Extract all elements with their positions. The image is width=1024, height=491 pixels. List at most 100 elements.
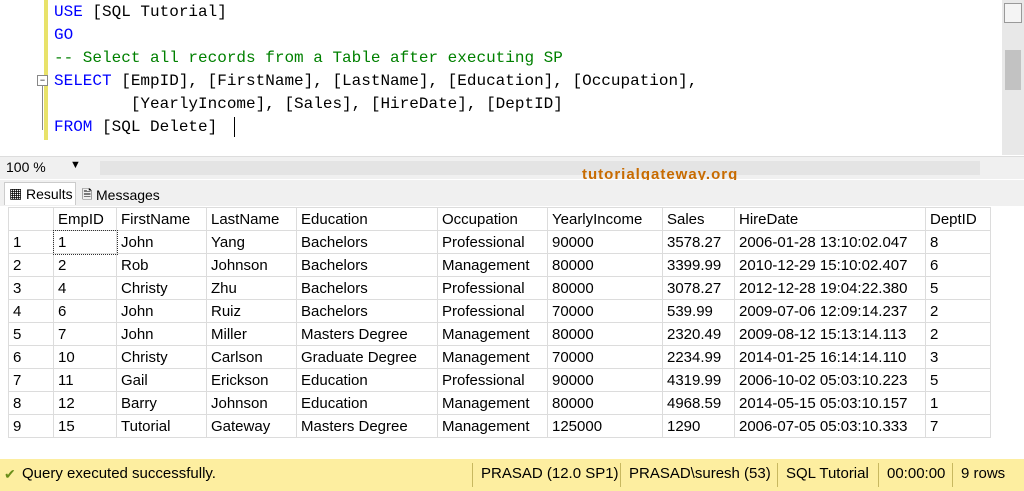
cell: 4319.99 xyxy=(662,368,735,392)
cell: 2010-12-29 15:10:02.407 xyxy=(734,253,926,277)
code-line: USE [SQL Tutorial] xyxy=(54,1,227,24)
data-row[interactable]: 2 2 Rob Johnson Bachelors Management 80000 3399… xyxy=(8,253,991,277)
cell: 1 xyxy=(52,229,118,255)
row-number: 8 xyxy=(8,391,54,415)
status-item: SQL Tutorial xyxy=(786,465,869,482)
code-line: [YearlyIncome], [Sales], [HireDate], [De… xyxy=(54,93,563,116)
scroll-thumb[interactable] xyxy=(1005,50,1021,90)
cell: Zhu xyxy=(206,276,297,300)
status-divider xyxy=(952,463,953,487)
cell: 3 xyxy=(925,345,991,369)
query-editor[interactable]: − USE [SQL Tutorial] GO -- Select all reco… xyxy=(0,0,1024,155)
data-row[interactable]: 1 1 John Yang Bachelors Professional 90000 3578… xyxy=(8,229,991,255)
cell: 2 xyxy=(53,253,117,277)
row-number: 4 xyxy=(8,299,54,323)
corner-cell xyxy=(8,207,54,231)
cell: 2012-12-28 19:04:22.380 xyxy=(734,276,926,300)
cell: 12 xyxy=(53,391,117,415)
cell: Gail xyxy=(116,368,207,392)
status-message: Query executed successfully. xyxy=(22,465,216,482)
code-token: [SQL Delete] xyxy=(92,118,218,136)
cell: 7 xyxy=(925,414,991,438)
cell: 10 xyxy=(53,345,117,369)
cell: 15 xyxy=(53,414,117,438)
cell: 2014-05-15 05:03:10.157 xyxy=(734,391,926,415)
code-token: USE xyxy=(54,3,83,21)
tab[interactable]: ▦ Results xyxy=(4,182,76,205)
cell: John xyxy=(116,299,207,323)
code-token: [SQL Tutorial] xyxy=(82,3,227,21)
data-row[interactable]: 5 7 John Miller Masters Degree Management 8000… xyxy=(8,322,991,346)
column-header: EmpID xyxy=(53,207,117,231)
data-row[interactable]: 4 6 John Ruiz Bachelors Professional 70000 539.… xyxy=(8,299,991,323)
split-button[interactable] xyxy=(1004,3,1022,23)
data-row[interactable]: 7 11 Gail Erickson Education Professional 9000… xyxy=(8,368,991,392)
cell: Management xyxy=(437,391,548,415)
cell: 2009-08-12 15:13:14.113 xyxy=(734,322,926,346)
cell: 3399.99 xyxy=(662,253,735,277)
caret xyxy=(234,117,235,137)
cell: 2006-01-28 13:10:02.047 xyxy=(734,230,926,254)
cell: 539.99 xyxy=(662,299,735,323)
scrollbar[interactable] xyxy=(1002,0,1024,155)
h-scrollbar[interactable] xyxy=(100,161,980,175)
cell: Miller xyxy=(206,322,297,346)
cell: Professional xyxy=(437,368,548,392)
cell: Management xyxy=(437,345,548,369)
cell: John xyxy=(116,322,207,346)
status-divider xyxy=(777,463,778,487)
column-header: FirstName xyxy=(116,207,207,231)
status-divider xyxy=(620,463,621,487)
cell: 1290 xyxy=(662,414,735,438)
code-token: SELECT xyxy=(54,72,112,90)
zoom-dropdown[interactable]: ▼ xyxy=(70,159,81,171)
cell: Ruiz xyxy=(206,299,297,323)
watermark: tutorialgateway.org xyxy=(582,166,739,183)
cell: 70000 xyxy=(547,299,663,323)
cell: Carlson xyxy=(206,345,297,369)
cell: 80000 xyxy=(547,276,663,300)
cell: 5 xyxy=(925,276,991,300)
tab[interactable]: 🗎 Messages xyxy=(80,182,170,204)
column-header: Sales xyxy=(662,207,735,231)
cell: 2006-10-02 05:03:10.223 xyxy=(734,368,926,392)
tab-icon: 🗎 xyxy=(82,187,93,202)
cell: Professional xyxy=(437,230,548,254)
cell: 4968.59 xyxy=(662,391,735,415)
code-token: [EmpID], [FirstName], [LastName], [Educa… xyxy=(111,72,698,90)
code-token: GO xyxy=(54,26,74,44)
outline-line xyxy=(42,86,43,130)
cell: 2014-01-25 16:14:14.110 xyxy=(734,345,926,369)
tab-label: Results xyxy=(26,186,73,202)
status-bar: ✔ Query executed successfully. PRASAD (1… xyxy=(0,459,1024,491)
data-row[interactable]: 3 4 Christy Zhu Bachelors Professional 80000 30… xyxy=(8,276,991,300)
cell: 3578.27 xyxy=(662,230,735,254)
tab-label: Messages xyxy=(96,187,160,203)
column-header: LastName xyxy=(206,207,297,231)
column-header: HireDate xyxy=(734,207,926,231)
data-row[interactable]: 6 10 Christy Carlson Graduate Degree Manageme… xyxy=(8,345,991,369)
data-row[interactable]: 8 12 Barry Johnson Education Management 80000 4… xyxy=(8,391,991,415)
cell: 5 xyxy=(925,368,991,392)
status-divider xyxy=(472,463,473,487)
row-number: 1 xyxy=(8,230,54,254)
cell: 90000 xyxy=(547,368,663,392)
cell: 2 xyxy=(925,322,991,346)
cell: Johnson xyxy=(206,253,297,277)
results-grid: EmpID FirstName LastName Education Occupatio… xyxy=(8,207,991,438)
code-line: GO xyxy=(54,24,73,47)
code-token: FROM xyxy=(54,118,93,136)
cell: 80000 xyxy=(547,253,663,277)
cell: Management xyxy=(437,322,548,346)
column-header: Education xyxy=(296,207,438,231)
cell: 3078.27 xyxy=(662,276,735,300)
cell: Bachelors xyxy=(296,253,438,277)
cell: 2320.49 xyxy=(662,322,735,346)
collapse-toggle[interactable]: − xyxy=(37,75,48,86)
data-row[interactable]: 9 15 Tutorial Gateway Masters Degree Manageme… xyxy=(8,414,991,438)
code-line: SELECT [EmpID], [FirstName], [LastName],… xyxy=(54,70,697,93)
header-row: EmpID FirstName LastName Education Occupatio… xyxy=(8,207,991,231)
cell: 2009-07-06 12:09:14.237 xyxy=(734,299,926,323)
zoom-level[interactable]: 100 % xyxy=(6,159,46,175)
